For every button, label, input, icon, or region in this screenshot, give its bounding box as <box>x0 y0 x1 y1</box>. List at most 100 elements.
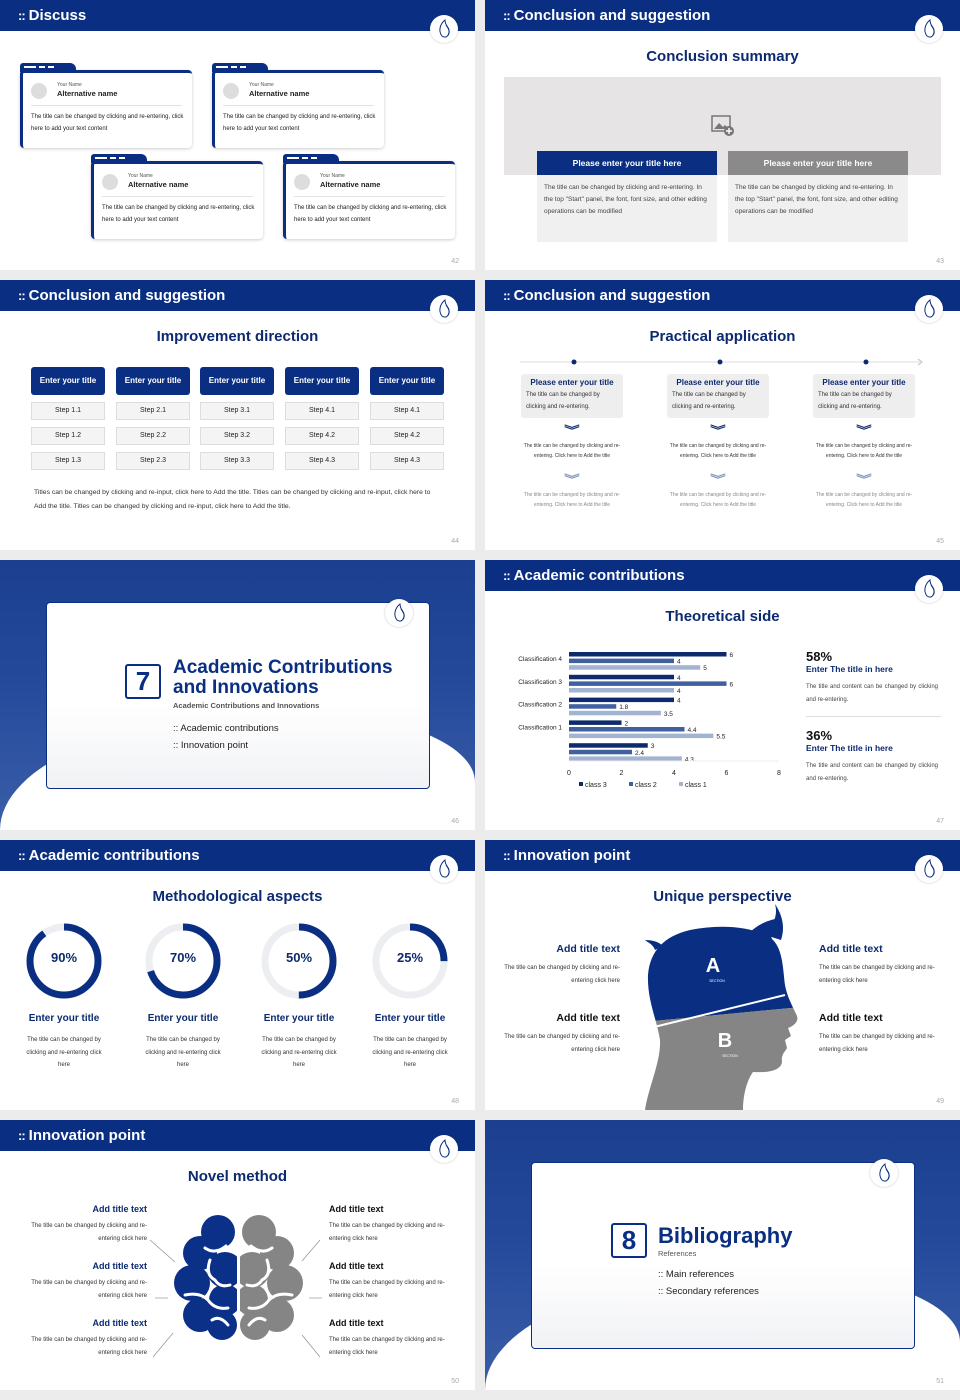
step-box[interactable]: Step 2.2 <box>116 427 190 445</box>
step-text: The title can be changed by clicking and… <box>669 492 767 508</box>
step-box[interactable]: Step 4.1 <box>285 402 359 420</box>
block-text: The title can be changed by clicking and… <box>31 1280 147 1299</box>
slide-44[interactable]: :: Conclusion and suggestion Improvement … <box>0 280 475 550</box>
section-number: 7 <box>125 664 161 699</box>
slide-48[interactable]: :: Academic contributions Methodological … <box>0 840 475 1110</box>
header-title: Conclusion and suggestion <box>513 287 711 304</box>
section-card: 7 Academic Contributions and Innovations … <box>46 599 430 789</box>
name-label: Your Name <box>249 82 274 88</box>
data-label: 4.3 <box>685 756 694 763</box>
step-box[interactable]: Step 1.3 <box>31 452 105 470</box>
bar <box>569 652 727 657</box>
step-box[interactable]: Step 1.2 <box>31 427 105 445</box>
panel-title[interactable]: Please enter your title here <box>728 151 908 175</box>
slide-45[interactable]: :: Conclusion and suggestion Practical ap… <box>485 280 960 550</box>
x-tick-label: 0 <box>567 770 571 777</box>
image-icon <box>294 174 310 190</box>
page-number: 47 <box>936 818 944 825</box>
item-box[interactable]: Please enter your title The title can be … <box>521 374 623 418</box>
data-label: 1.8 <box>619 704 628 711</box>
page-number: 51 <box>936 1378 944 1385</box>
column-title[interactable]: Enter your title <box>31 367 105 395</box>
block-text: The title can be changed by clicking and… <box>31 1337 147 1356</box>
slide-header: :: Conclusion and suggestion <box>485 280 960 311</box>
ring-label: 70% <box>169 950 197 965</box>
legend-label: class 3 <box>585 782 607 789</box>
step-text: The title can be changed by clicking and… <box>815 492 913 508</box>
ring-label: 25% <box>396 950 424 965</box>
bullet-icon: :: <box>503 848 511 863</box>
bullet-item[interactable]: :: Secondary references <box>658 1286 759 1297</box>
legend-label: class 1 <box>685 782 707 789</box>
column-title[interactable]: Enter your title <box>370 367 444 395</box>
category-label: Classification 2 <box>518 702 562 709</box>
block-text: The title can be changed by clicking and… <box>329 1337 445 1356</box>
section-subtitle: Academic Contributions and Innovations <box>173 701 320 710</box>
logo-icon <box>915 15 943 43</box>
step-box[interactable]: Step 4.1 <box>370 402 444 420</box>
step-box[interactable]: Step 1.1 <box>31 402 105 420</box>
step-box[interactable]: Step 4.2 <box>370 427 444 445</box>
page-number: 43 <box>936 258 944 265</box>
bullet-icon: :: <box>18 1128 26 1143</box>
bar-chart: Classification 4 6 4 5 Classification 3 4 6 4 Cl… <box>518 652 781 789</box>
paragraph: Titles can be changed by clicking and re… <box>34 489 431 510</box>
step-box[interactable]: Step 4.3 <box>370 452 444 470</box>
stat-text: The title and content can be changed by … <box>806 763 938 782</box>
step-box[interactable]: Step 2.3 <box>116 452 190 470</box>
item-title: Please enter your title <box>530 378 614 387</box>
data-label: 4.4 <box>688 727 697 734</box>
section-number: 8 <box>611 1223 647 1258</box>
step-box[interactable]: Step 3.3 <box>200 452 274 470</box>
bullet-item[interactable]: :: Main references <box>658 1269 734 1280</box>
page-number: 44 <box>451 538 459 545</box>
card-text: The title can be changed by clicking and… <box>294 205 447 223</box>
profile-card[interactable]: Your Name Alternative name The title can b… <box>20 63 192 148</box>
slide-title: Novel method <box>187 1168 288 1185</box>
slide-50[interactable]: :: Innovation point Novel method Add titl… <box>0 1120 475 1390</box>
alt-name: Alternative name <box>249 89 310 98</box>
profile-card[interactable]: Your Name Alternative name The title can b… <box>212 63 384 148</box>
bullet-item[interactable]: :: Innovation point <box>173 740 248 751</box>
slide-51[interactable]: 8 Bibliography References :: Main refere… <box>485 1120 960 1390</box>
title-line: Academic Contributions <box>173 657 393 678</box>
bullet-item[interactable]: :: Academic contributions <box>173 723 279 734</box>
column-title[interactable]: Enter your title <box>285 367 359 395</box>
column-title[interactable]: Enter your title <box>116 367 190 395</box>
slide-title: Unique perspective <box>653 888 792 905</box>
block-title: Add title text <box>329 1204 384 1214</box>
profile-card[interactable]: Your Name Alternative name The title can b… <box>91 154 263 239</box>
data-label: 5 <box>703 665 707 672</box>
data-label: 6 <box>730 681 734 688</box>
block-title: Add title text <box>329 1261 384 1271</box>
step-box[interactable]: Step 4.2 <box>285 427 359 445</box>
x-tick-label: 6 <box>725 770 729 777</box>
block-title: Add title text <box>556 1012 620 1024</box>
logo-icon <box>430 295 458 323</box>
step-box[interactable]: Step 2.1 <box>116 402 190 420</box>
item-box[interactable]: Please enter your title The title can be … <box>813 374 915 418</box>
block-title: Add title text <box>819 943 883 955</box>
column-title[interactable]: Enter your title <box>200 367 274 395</box>
step-box[interactable]: Step 3.1 <box>200 402 274 420</box>
step-box[interactable]: Step 3.2 <box>200 427 274 445</box>
slide-46[interactable]: 7 Academic Contributions and Innovations … <box>0 560 475 830</box>
slide-47[interactable]: :: Academic contributions Theoretical sid… <box>485 560 960 830</box>
bullet-icon: :: <box>658 1286 664 1297</box>
header-title: Innovation point <box>513 847 631 864</box>
header-title: Conclusion and suggestion <box>28 287 226 304</box>
ring-progress <box>372 923 448 999</box>
data-label: 4 <box>677 659 681 666</box>
bar <box>569 743 648 748</box>
slide-49[interactable]: :: Innovation point Unique perspective A … <box>485 840 960 1110</box>
category-label: Classification 1 <box>518 724 562 731</box>
page-number: 46 <box>451 818 459 825</box>
profile-card[interactable]: Your Name Alternative name The title can b… <box>283 154 455 239</box>
step-box[interactable]: Step 4.3 <box>285 452 359 470</box>
panel-title[interactable]: Please enter your title here <box>537 151 717 175</box>
slide-43[interactable]: :: Conclusion and suggestion Conclusion s… <box>485 0 960 270</box>
header-title: Academic contributions <box>513 567 685 584</box>
item-box[interactable]: Please enter your title The title can be … <box>667 374 769 418</box>
page-number: 48 <box>451 1098 459 1105</box>
slide-42[interactable]: :: Discuss Your Name Alternative name The t… <box>0 0 475 270</box>
